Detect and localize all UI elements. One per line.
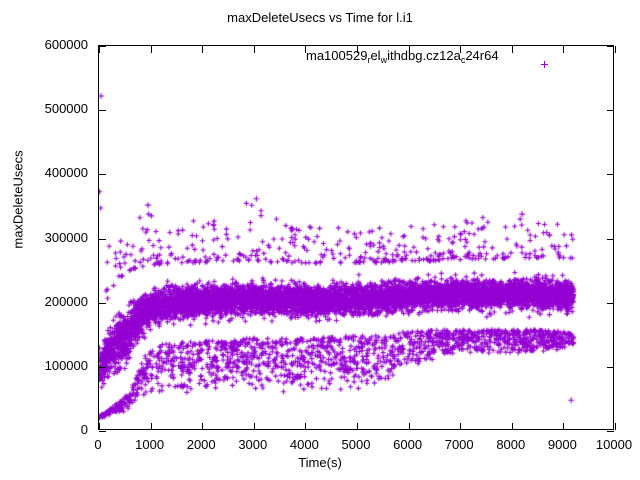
x-tick-mark [511, 423, 513, 430]
x-axis-title: Time(s) [298, 455, 342, 470]
x-tick-mark [460, 423, 462, 430]
y-tick-mark [607, 110, 614, 112]
y-tick-mark [99, 366, 106, 368]
y-tick-label: 200000 [44, 293, 88, 309]
x-tick-mark [202, 46, 204, 53]
x-tick-label: 6000 [393, 437, 423, 452]
x-tick-mark [357, 46, 358, 53]
y-tick-label: 0 [80, 422, 88, 437]
y-tick-mark [607, 174, 614, 176]
y-tick-mark [607, 431, 614, 432]
x-tick-mark [615, 46, 616, 53]
x-tick-mark [511, 46, 513, 53]
y-tick-mark [607, 366, 614, 368]
x-tick-mark [305, 46, 307, 53]
x-tick-mark [408, 46, 410, 53]
x-tick-label: 10000 [595, 437, 633, 452]
y-axis-title: maxDeleteUsecs [10, 150, 26, 249]
y-tick-label: 500000 [44, 101, 88, 117]
x-tick-mark [408, 423, 410, 430]
x-tick-mark [305, 423, 307, 430]
x-tick-mark [202, 423, 204, 430]
x-tick-mark [563, 423, 565, 430]
x-tick-label: 9000 [547, 437, 577, 452]
y-tick-label: 600000 [44, 37, 88, 52]
y-tick-mark [99, 46, 106, 47]
y-tick-mark [99, 110, 106, 112]
x-tick-label: 5000 [341, 437, 371, 452]
scatter-canvas [99, 46, 613, 429]
y-tick-mark [99, 238, 106, 240]
y-tick-mark [99, 174, 106, 176]
x-tick-mark [615, 423, 616, 430]
y-tick-mark [99, 302, 106, 304]
y-tick-mark [99, 431, 106, 432]
x-tick-mark [253, 423, 255, 430]
x-tick-mark [99, 423, 100, 430]
x-tick-label: 7000 [444, 437, 474, 452]
y-tick-mark [607, 46, 614, 47]
chart-title: maxDeleteUsecs vs Time for l.i1 [227, 10, 413, 25]
legend: ma100529relwithdbg.cz12ac24r64 [306, 46, 563, 68]
legend-series-label: ma100529relwithdbg.cz12ac24r64 [306, 47, 499, 65]
x-tick-label: 2000 [186, 437, 216, 452]
x-tick-label: 3000 [238, 437, 268, 452]
x-tick-label: 8000 [496, 437, 526, 452]
x-tick-mark [150, 46, 152, 53]
y-tick-mark [607, 238, 614, 240]
plot-area [98, 45, 616, 432]
y-tick-label: 100000 [44, 357, 88, 373]
y-tick-mark [607, 302, 614, 304]
x-tick-mark [563, 46, 565, 53]
y-tick-label: 300000 [44, 229, 88, 245]
x-tick-label: 0 [94, 437, 102, 452]
x-tick-label: 1000 [135, 437, 165, 452]
x-tick-label: 4000 [289, 437, 319, 452]
x-tick-mark [150, 423, 152, 430]
data-point-cloud [99, 46, 613, 429]
x-tick-mark [99, 46, 100, 53]
x-tick-mark [253, 46, 255, 53]
x-tick-mark [357, 423, 358, 430]
y-tick-label: 400000 [44, 165, 88, 181]
x-tick-mark [460, 46, 462, 53]
